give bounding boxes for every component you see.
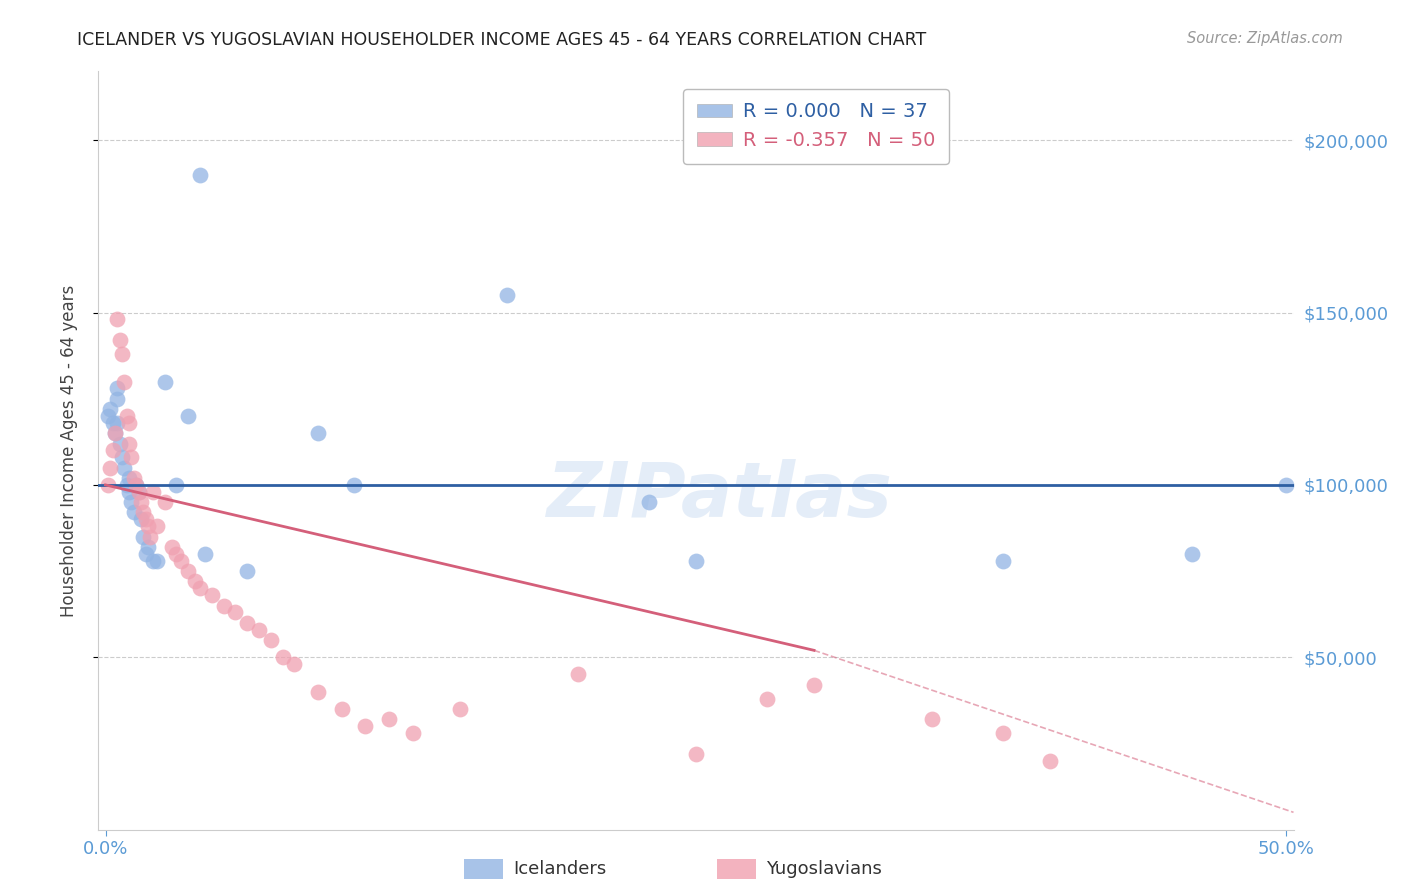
Point [129, 495, 152, 509]
Y-axis label: Householder Income Ages 45 - 64 years: Householder Income Ages 45 - 64 years [59, 285, 77, 616]
Point [105, 416, 128, 430]
Point [97, 409, 120, 423]
Point [160, 540, 183, 554]
Point [121, 495, 143, 509]
Point [378, 712, 401, 726]
Point [307, 426, 329, 441]
Point [118, 416, 141, 430]
Point [122, 506, 145, 520]
Point [135, 547, 157, 561]
Point [108, 436, 131, 450]
Text: Yugoslavians: Yugoslavians [766, 860, 882, 878]
Point [101, 416, 124, 430]
Point [194, 547, 217, 561]
Text: ZIPatlas: ZIPatlas [547, 459, 893, 533]
Point [496, 288, 519, 302]
Point [136, 540, 159, 554]
Point [165, 478, 187, 492]
Text: Source: ZipAtlas.com: Source: ZipAtlas.com [1187, 31, 1343, 46]
Point [112, 460, 135, 475]
Point [188, 582, 211, 596]
Point [170, 554, 193, 568]
Point [1275, 478, 1298, 492]
Point [105, 392, 128, 406]
Point [118, 436, 141, 450]
Point [122, 471, 145, 485]
Point [177, 564, 200, 578]
Point [184, 574, 207, 589]
Point [991, 554, 1014, 568]
Point [637, 495, 659, 509]
Text: ICELANDER VS YUGOSLAVIAN HOUSEHOLDER INCOME AGES 45 - 64 YEARS CORRELATION CHART: ICELANDER VS YUGOSLAVIAN HOUSEHOLDER INC… [77, 31, 927, 49]
Point [567, 667, 589, 681]
Point [401, 726, 423, 740]
Point [146, 519, 169, 533]
Point [118, 471, 141, 485]
Point [260, 633, 283, 648]
Point [188, 168, 211, 182]
Point [991, 726, 1014, 740]
Point [283, 657, 305, 672]
Point [755, 691, 778, 706]
Point [803, 678, 825, 692]
Point [98, 460, 121, 475]
Point [142, 484, 165, 499]
Point [153, 495, 176, 509]
Point [449, 702, 471, 716]
Point [342, 478, 364, 492]
Point [354, 719, 377, 733]
Point [224, 606, 246, 620]
Point [1181, 547, 1204, 561]
Point [111, 450, 134, 465]
Point [129, 512, 152, 526]
Point [112, 375, 135, 389]
Point [105, 312, 128, 326]
Point [1039, 754, 1062, 768]
Point [125, 478, 148, 492]
Point [201, 588, 224, 602]
Point [111, 347, 134, 361]
Point [271, 650, 294, 665]
Point [247, 623, 270, 637]
Point [236, 564, 259, 578]
Point [128, 484, 150, 499]
Point [118, 484, 141, 499]
Point [121, 450, 143, 465]
Point [105, 381, 128, 395]
Point [115, 478, 138, 492]
Point [97, 478, 120, 492]
Point [685, 747, 707, 761]
Point [139, 530, 162, 544]
Point [98, 402, 121, 417]
Point [236, 615, 259, 630]
Point [104, 426, 127, 441]
Point [108, 333, 131, 347]
Point [330, 702, 353, 716]
Point [115, 409, 138, 423]
Point [142, 554, 165, 568]
Point [132, 506, 155, 520]
Point [125, 478, 148, 492]
Legend: R = 0.000   N = 37, R = -0.357   N = 50: R = 0.000 N = 37, R = -0.357 N = 50 [683, 88, 949, 163]
Point [104, 426, 127, 441]
Point [212, 599, 235, 613]
Point [153, 375, 176, 389]
Point [128, 484, 150, 499]
Point [101, 443, 124, 458]
Text: Icelanders: Icelanders [513, 860, 606, 878]
Point [165, 547, 187, 561]
Point [132, 530, 155, 544]
Point [921, 712, 943, 726]
Point [307, 684, 329, 698]
Point [685, 554, 707, 568]
Point [177, 409, 200, 423]
Point [146, 554, 169, 568]
Point [136, 519, 159, 533]
Point [135, 512, 157, 526]
